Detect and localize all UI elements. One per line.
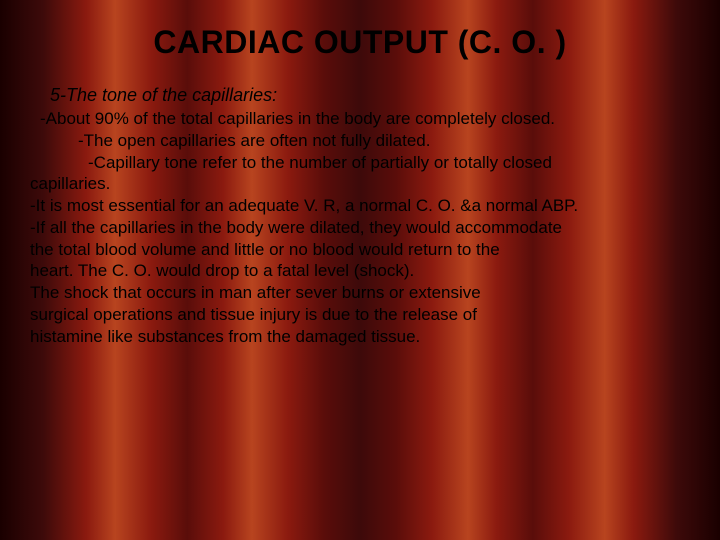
text-line: -Capillary tone refer to the number of p…	[30, 152, 690, 174]
text-line: heart. The C. O. would drop to a fatal l…	[30, 260, 690, 282]
section-subtitle: 5-The tone of the capillaries:	[50, 85, 690, 106]
text-line: -If all the capillaries in the body were…	[30, 217, 690, 239]
slide-title: CARDIAC OUTPUT (C. O. )	[30, 24, 690, 61]
text-line: -It is most essential for an adequate V.…	[30, 195, 690, 217]
text-line: -About 90% of the total capillaries in t…	[30, 108, 690, 130]
body-content: -About 90% of the total capillaries in t…	[30, 108, 690, 347]
slide-container: CARDIAC OUTPUT (C. O. ) 5-The tone of th…	[0, 0, 720, 540]
text-line: capillaries.	[30, 173, 690, 195]
text-line: surgical operations and tissue injury is…	[30, 304, 690, 326]
text-line: the total blood volume and little or no …	[30, 239, 690, 261]
text-line: -The open capillaries are often not full…	[30, 130, 690, 152]
text-line: The shock that occurs in man after sever…	[30, 282, 690, 304]
text-line: histamine like substances from the damag…	[30, 326, 690, 348]
